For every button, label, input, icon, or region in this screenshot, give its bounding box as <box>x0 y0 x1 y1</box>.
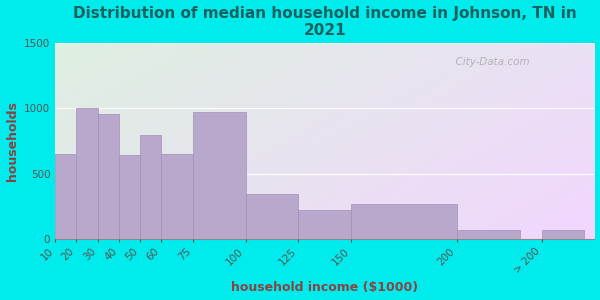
Bar <box>457 230 520 239</box>
Bar <box>76 109 98 239</box>
Bar <box>193 112 245 239</box>
Bar <box>161 154 193 239</box>
X-axis label: household income ($1000): household income ($1000) <box>231 281 418 294</box>
Bar <box>542 230 584 239</box>
Y-axis label: households: households <box>5 101 19 181</box>
Bar <box>351 204 457 239</box>
Bar <box>245 194 298 239</box>
Bar <box>119 155 140 239</box>
Text: City-Data.com: City-Data.com <box>449 57 529 67</box>
Bar <box>298 210 351 239</box>
Title: Distribution of median household income in Johnson, TN in
2021: Distribution of median household income … <box>73 6 577 38</box>
Bar <box>140 134 161 239</box>
Bar <box>55 154 76 239</box>
Bar <box>98 114 119 239</box>
